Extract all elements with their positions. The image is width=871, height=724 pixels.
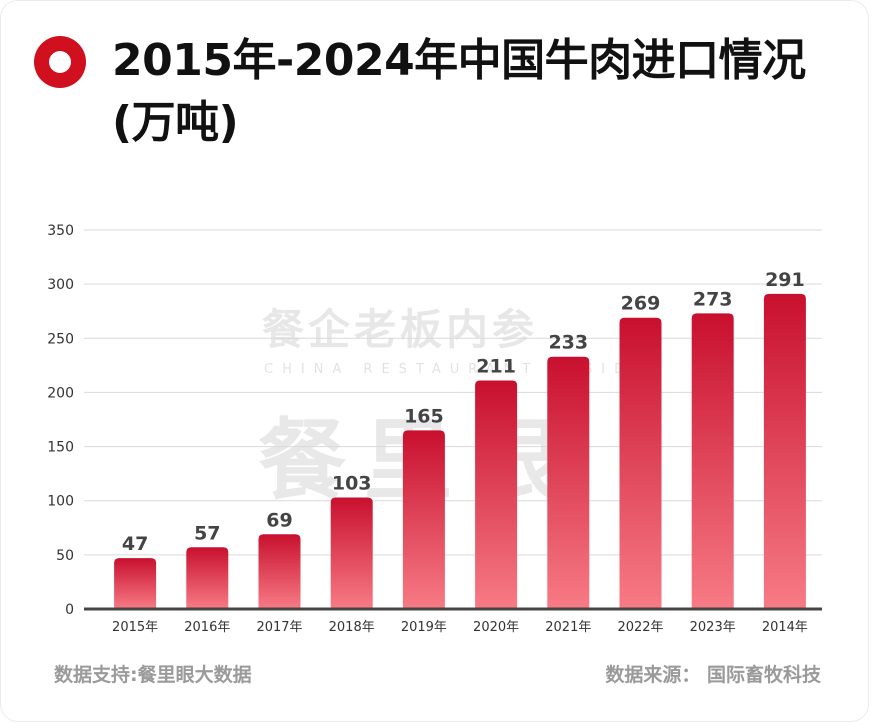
y-tick-label: 100 <box>47 494 74 510</box>
bar <box>258 534 301 609</box>
x-tick-label: 2019年 <box>401 620 447 635</box>
y-tick-label: 200 <box>47 385 74 401</box>
x-tick-label: 2020年 <box>473 620 519 635</box>
x-axis-ticks: 2015年 2016年 2017年 2018年 2019年 2020年 2021年 2022年… <box>112 620 808 635</box>
footer-data-support: 数据支持:餐里眼大数据 <box>54 664 252 686</box>
x-tick-label: 2018年 <box>329 620 375 635</box>
data-labels: 47 57 69 103 165 211 233 269 273 291 <box>122 269 805 555</box>
data-label: 57 <box>194 522 220 544</box>
bar <box>475 380 518 609</box>
x-tick-label: 2014年 <box>762 620 808 635</box>
bar <box>619 317 662 609</box>
data-label: 165 <box>404 405 444 427</box>
chart-title: 2015年-2024年中国牛肉进口情况 (万吨) <box>112 35 806 148</box>
bar <box>114 558 157 609</box>
y-tick-label: 50 <box>56 548 74 564</box>
bar <box>691 313 734 609</box>
y-tick-label: 250 <box>47 331 74 347</box>
y-tick-label: 350 <box>47 223 74 239</box>
y-axis-ticks: 0 50 100 150 200 250 300 350 <box>47 223 74 618</box>
y-tick-label: 300 <box>47 277 74 293</box>
data-label: 103 <box>332 472 372 494</box>
watermark-text: 餐企老板内参 <box>262 305 539 354</box>
bar <box>402 430 445 609</box>
bar-chart: 0 50 100 150 200 250 300 350 47 57 69 103 165 211 233… <box>47 223 822 635</box>
x-tick-label: 2016年 <box>184 620 230 635</box>
data-label: 269 <box>621 293 661 315</box>
x-tick-label: 2017年 <box>256 620 302 635</box>
data-label: 233 <box>548 332 588 354</box>
y-tick-label: 0 <box>65 602 74 618</box>
bar <box>547 356 590 609</box>
data-label: 273 <box>693 288 733 310</box>
x-tick-label: 2015年 <box>112 620 158 635</box>
bar <box>186 547 229 609</box>
bar <box>763 293 806 609</box>
bar <box>330 497 373 609</box>
data-label: 69 <box>266 509 292 531</box>
y-tick-label: 150 <box>47 440 74 456</box>
footer-data-source: 数据来源： 国际畜牧科技 <box>605 664 821 686</box>
x-tick-label: 2022年 <box>617 620 663 635</box>
data-label: 291 <box>765 269 805 291</box>
data-label: 211 <box>476 356 516 378</box>
x-tick-label: 2023年 <box>690 620 736 635</box>
bars <box>114 293 806 609</box>
data-label: 47 <box>122 533 148 555</box>
x-tick-label: 2021年 <box>545 620 591 635</box>
title-bullet-icon <box>34 36 86 88</box>
